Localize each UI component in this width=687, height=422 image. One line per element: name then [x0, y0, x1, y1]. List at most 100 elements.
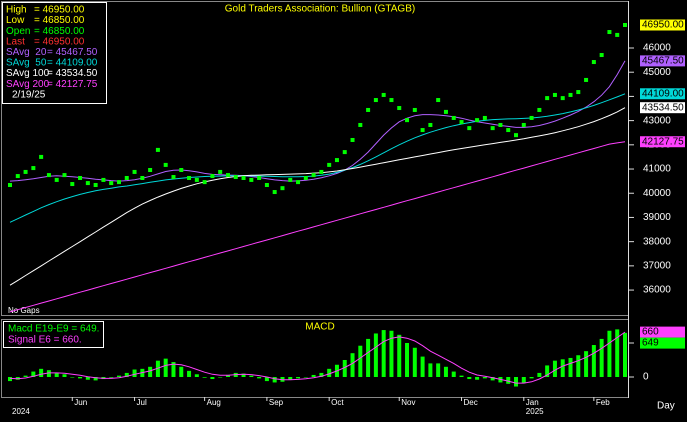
macd-bar	[358, 345, 363, 378]
price-dot	[560, 96, 565, 101]
price-dot	[381, 92, 386, 97]
macd-bar	[584, 351, 589, 378]
price-dot	[599, 53, 604, 58]
macd-bar	[529, 377, 534, 379]
x-tick-label: Dec	[464, 398, 478, 407]
price-dot	[303, 175, 308, 180]
macd-title: MACD	[305, 322, 334, 333]
macd-bar	[296, 377, 301, 379]
price-dot	[233, 175, 238, 180]
macd-bar	[490, 377, 495, 381]
macd-bar	[116, 375, 121, 378]
price-dot	[623, 22, 627, 27]
macd-bar	[467, 377, 472, 380]
chart-title: Gold Traders Association: Bullion (GTAGB…	[225, 4, 415, 15]
macd-bar	[342, 359, 347, 378]
macd-bar	[381, 330, 386, 378]
price-dot	[257, 175, 262, 180]
macd-bar	[482, 377, 487, 379]
price-dot	[210, 174, 215, 179]
macd-bar	[124, 372, 129, 378]
macd-bar	[163, 358, 168, 378]
macd-bar	[78, 377, 83, 379]
price-dot	[311, 173, 316, 178]
macd-bar	[436, 363, 441, 378]
info-value: = 46950.00	[34, 5, 85, 16]
price-dot	[116, 180, 121, 185]
price-dot	[85, 181, 90, 186]
value-tag-bg	[640, 136, 685, 148]
macd-bar	[459, 375, 464, 378]
macd-bar	[521, 377, 526, 384]
macd-bar	[62, 374, 67, 378]
macd-bar	[397, 334, 402, 378]
year-label: 2025	[526, 407, 544, 416]
macd-bar	[412, 347, 417, 378]
macd-bar	[179, 366, 184, 378]
info-value: = 46850.00	[34, 26, 85, 37]
y-tick-label: 36000	[643, 285, 671, 296]
y-tick-label: 45000	[643, 67, 671, 78]
price-dot	[155, 147, 160, 152]
macd-bar	[288, 377, 293, 380]
macd-bar	[109, 377, 114, 378]
macd-bar	[272, 377, 277, 383]
macd-bar	[615, 329, 620, 378]
price-dot	[109, 181, 114, 186]
price-dot	[140, 175, 145, 180]
price-dot	[537, 107, 542, 112]
note: No Gaps	[8, 306, 40, 315]
price-dot	[46, 173, 51, 178]
legend-entry: Signal E6 = 660.	[8, 335, 82, 346]
macd-bar	[132, 369, 137, 378]
info-value: = 43534.50	[47, 68, 98, 79]
price-dot	[552, 92, 557, 97]
macd-bar	[552, 360, 557, 378]
y-tick-label: 43000	[643, 115, 671, 126]
price-dot	[54, 177, 59, 182]
price-dot	[23, 169, 28, 174]
price-dot	[498, 122, 503, 127]
macd-bar	[8, 377, 12, 382]
price-dot	[436, 98, 441, 103]
macd-bar	[23, 375, 28, 378]
value-tag: 42127.75	[642, 136, 684, 147]
price-dot	[428, 122, 433, 127]
macd-bar	[225, 374, 230, 378]
macd-bar	[155, 360, 160, 378]
value-tag: 45467.50	[642, 56, 684, 67]
macd-bar	[311, 374, 316, 378]
price-dot	[366, 107, 371, 112]
ma-line	[9, 60, 626, 182]
x-axis-label: Day	[657, 401, 675, 412]
info-label: SAvg 50	[6, 58, 47, 69]
price-dot	[529, 115, 534, 120]
price-dot	[576, 90, 581, 95]
macd-bar	[264, 377, 269, 382]
price-dot	[225, 173, 230, 178]
price-dot	[327, 162, 332, 167]
ma-line	[9, 93, 626, 223]
macd-bar	[319, 372, 324, 378]
price-dot	[187, 175, 192, 180]
price-dot	[615, 32, 620, 37]
legend-box	[3, 321, 104, 348]
price-dot	[334, 158, 339, 163]
ma-line	[9, 141, 626, 313]
price-dot	[591, 60, 596, 65]
price-dot	[93, 183, 98, 188]
macd-bar	[560, 359, 565, 378]
price-dot	[202, 180, 207, 185]
price-dot	[272, 190, 277, 195]
macd-bar	[46, 370, 51, 378]
macd-bar	[187, 370, 192, 378]
price-dot	[280, 186, 285, 191]
info-label: SAvg 20	[6, 47, 47, 58]
price-dot	[607, 30, 612, 35]
value-tag: 46950.00	[642, 20, 684, 31]
info-label: SAvg 100	[6, 68, 50, 79]
price-dot	[584, 77, 589, 82]
price-dot	[568, 92, 573, 97]
x-tick-label: Aug	[207, 398, 221, 407]
